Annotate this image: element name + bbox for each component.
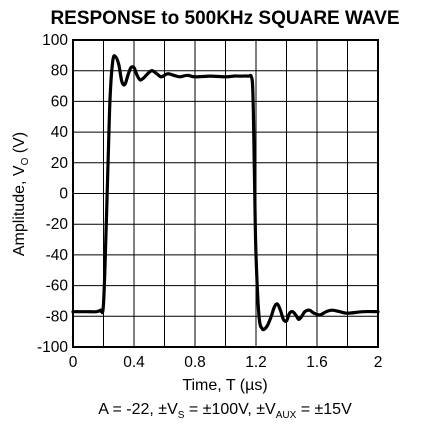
y-tick-label: -100 [37,339,68,356]
response-waveform-line [71,54,380,332]
x-axis-label: Time, T (µs) [182,377,267,394]
y-tick-label: 100 [42,32,68,49]
caption-aux-subscript: AUX [276,410,297,421]
caption-aux-value: = ±15V [296,401,352,418]
y-tick-label: -60 [46,278,69,295]
y-tick-label: 80 [51,63,69,80]
y-tick-label: -40 [46,247,69,264]
x-tick-label: 0 [69,354,78,371]
x-tick-label: 0.8 [184,354,206,371]
x-tick-label: 1.2 [245,354,267,371]
y-tick-label: 20 [51,155,69,172]
x-tick-label: 1.6 [306,354,328,371]
x-tick-label: 2 [374,354,383,371]
x-axis-label-unit: µs [245,377,262,394]
y-tick-label: -20 [46,216,69,233]
test-conditions-caption: A = -22, ±VS = ±100V, ±VAUX = ±15V [98,401,352,421]
y-tick-label: 40 [51,124,69,141]
x-axis-label-suffix: ) [262,377,267,394]
grid [73,40,378,347]
y-tick-label: -80 [46,308,69,325]
x-axis-label-prefix: Time, T ( [182,377,245,394]
caption-gain: A = -22, ±V [98,401,178,418]
caption-vs-subscript: S [178,410,185,421]
plot-frame [72,39,379,348]
y-axis-label-subscript: O [20,157,31,165]
y-tick-label: 0 [59,186,68,203]
y-axis-label: Amplitude, VO (V) [11,132,31,256]
y-axis-label-main: Amplitude, V [11,165,28,256]
y-tick-label: 60 [51,93,69,110]
y-axis-label-unit: (V) [11,132,28,158]
caption-vs-value: = ±100V, ±V [184,401,276,418]
chart-title: RESPONSE to 500KHz SQUARE WAVE [50,8,399,29]
x-tick-label: 0.4 [123,354,145,371]
